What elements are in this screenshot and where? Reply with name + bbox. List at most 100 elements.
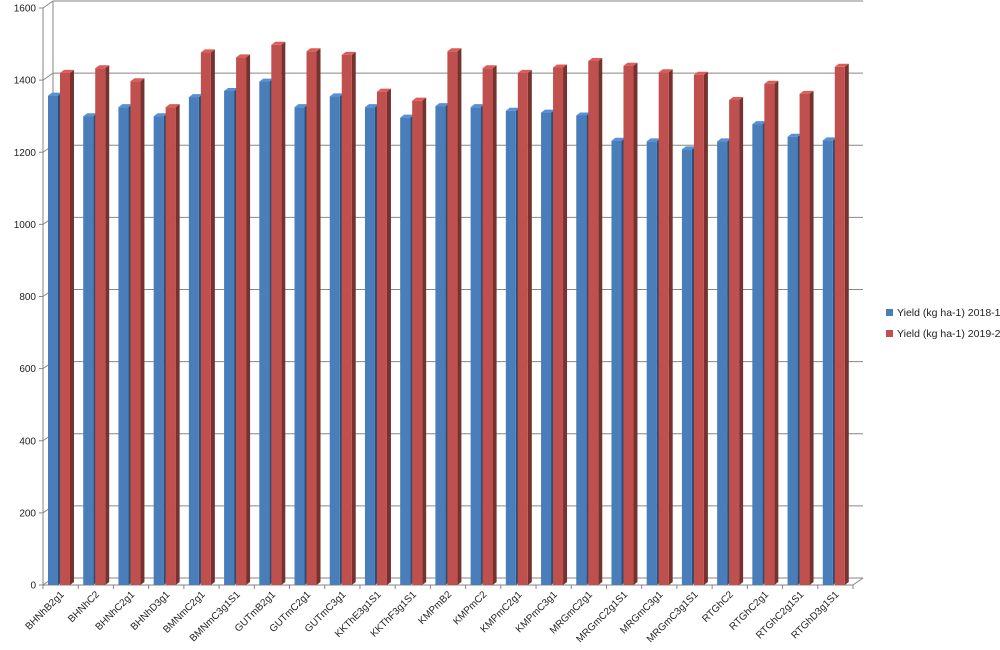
bar-front [623,65,634,585]
bar-top [200,49,215,53]
bar-front [435,106,446,585]
bar-side [281,41,286,585]
x-tick-label: RTGhC2 [700,589,736,625]
bar-series-2-RTGhD3g1S1 [834,63,849,586]
bar-top [341,51,356,55]
bar-series-1-BHNhC2g1 [118,104,133,585]
bar-series-2-GUTmB2g1 [271,41,286,585]
bar-front [118,107,129,585]
bar-series-1-MRGmC2g1S1 [611,137,626,585]
x-tick-label: KMPmB2 [416,589,454,627]
bar-top [799,90,814,94]
bar-series-2-BHNhC2g1 [130,78,145,585]
bar-front [83,116,94,585]
bar-series-2-BMNmC2g1 [200,49,215,586]
bar-series-2-RTGhC2g1S1 [799,90,814,586]
bar-side [844,63,849,586]
bar-series-1-KKThF3g1S1 [400,114,415,585]
bar-front [505,110,516,585]
bar-series-2-MRGmC3g1 [658,69,673,585]
bar-side [739,96,744,585]
bar-series-1-BHNhB2g1 [48,92,62,586]
bar-series-1-BMNmC2g1 [188,94,203,585]
legend-swatch [886,330,893,337]
labels-layer: BHNhB2g1 BHNhC2BHNhC2g1BHNhD3g1BMNmC2g1BM… [24,589,842,645]
bar-side [175,104,180,585]
bar-top [412,97,427,101]
bar-top [118,104,133,108]
bar-front [60,72,70,586]
bar-front [588,61,599,585]
gridline-side [42,0,54,9]
bars-layer [48,41,849,586]
bar-side [774,80,779,585]
bar-front [400,117,411,585]
bar-side [246,54,251,585]
bar-front [764,83,775,585]
bar-side [351,51,356,586]
x-tick-label: BHNhB2g1 [24,589,67,632]
bar-series-2-KMPmC2g1 [517,69,532,586]
bar-side [563,64,568,586]
bar-side [703,71,708,585]
bar-top [834,63,849,67]
bar-top [681,146,696,150]
bar-side [492,65,497,586]
y-tick-label: 200 [19,508,36,519]
bar-series-2-BMNmC3g1S1 [236,54,251,585]
bar-front [517,72,528,586]
bar-front [329,96,340,586]
bar-front [541,112,552,586]
bar-top [224,87,239,91]
gridline-side [42,72,54,81]
bar-top [400,114,415,118]
bar-series-1-RTGhC2 [717,138,732,585]
y-tick-label: 600 [19,364,36,375]
bar-front [188,97,199,585]
bar-top [130,78,145,82]
legend-label: Yield (kg ha-1) 2019-20 [897,328,1000,340]
bar-top [364,104,379,108]
bar-series-1-BHNhD3g1 [153,113,168,585]
bar-side [668,69,673,585]
bar-top [83,113,98,117]
bar-top [435,103,450,107]
bar-series-1-RTGhC2g1S1 [787,133,802,586]
bar-top [517,69,532,73]
bar-top [658,69,673,73]
y-tick-label: 1200 [14,148,37,159]
bar-series-2-RTGhC2g1 [764,80,779,585]
bar-front [787,136,798,586]
bar-top [95,65,110,69]
bar-series-1-KMPmC3g1 [541,109,556,586]
bar-top [822,137,837,141]
bar-side [386,88,391,585]
bar-top [236,54,251,58]
bar-series-2-KMPmC3g1 [553,64,568,586]
bar-front [611,140,622,585]
bar-top [553,64,568,68]
floor-edge [852,577,864,586]
bar-series-2-BHNhC2 [95,65,110,586]
bar-series-1-GUTmC2g1 [294,104,309,585]
bar-top [271,41,286,45]
bar-front [834,66,845,586]
bar-series-1-KMPmC2g1 [505,107,520,585]
bar-series-1-MRGmC3g1S1 [681,146,696,586]
bar-top [306,48,321,52]
bar-side [422,97,427,585]
bar-front [48,95,58,586]
bar-front [553,67,564,586]
bar-top [787,133,802,137]
bar-series-1-BMNmC3g1S1 [224,87,239,585]
y-tick-label: 800 [19,292,36,303]
bar-series-2-KMPmB2 [447,48,462,585]
bar-side [527,69,532,586]
bar-front [799,93,810,586]
bar-series-2-KKThF3g1S1 [412,97,427,585]
bar-series-2-KMPmC2 [482,65,497,586]
bar-top [259,78,274,82]
bar-top [717,138,732,142]
y-tick-label: 1600 [14,4,37,15]
